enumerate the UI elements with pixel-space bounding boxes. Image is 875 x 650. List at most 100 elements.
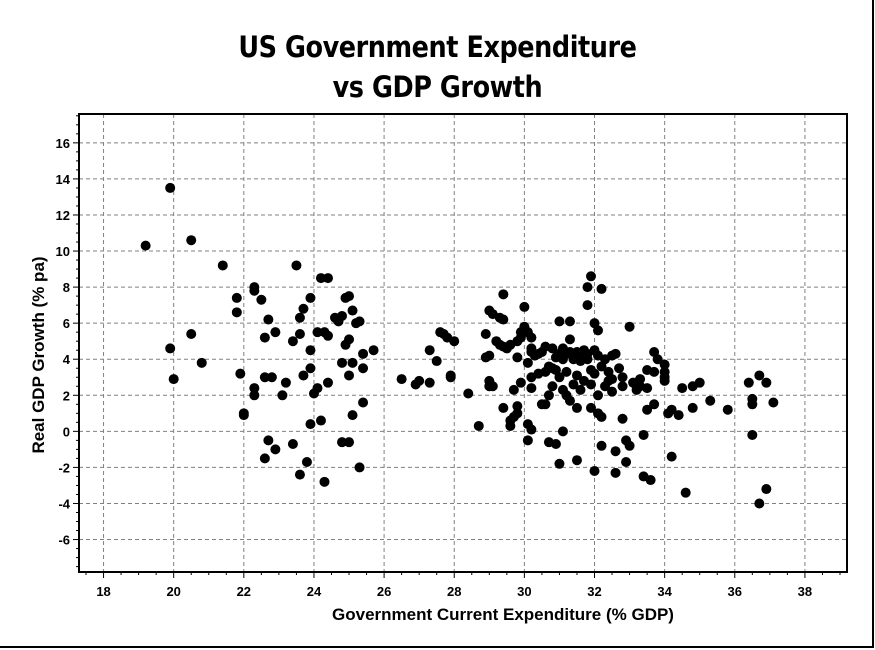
data-point	[249, 383, 260, 394]
data-point	[256, 294, 267, 305]
data-point	[571, 455, 582, 466]
data-point	[649, 399, 660, 410]
data-point	[564, 395, 575, 406]
x-tick-label: 30	[517, 584, 531, 599]
x-tick-label: 34	[657, 584, 672, 599]
data-point	[666, 451, 677, 462]
data-point	[235, 368, 246, 379]
data-point	[617, 372, 628, 383]
data-point	[512, 352, 523, 363]
x-tick-label: 26	[377, 584, 391, 599]
data-point	[396, 374, 407, 385]
data-point	[196, 357, 207, 368]
x-tick-label: 32	[587, 584, 601, 599]
data-point	[635, 374, 646, 385]
data-point	[301, 457, 312, 468]
data-point	[270, 327, 281, 338]
data-point	[294, 312, 305, 323]
data-point	[543, 390, 554, 401]
data-point	[414, 375, 425, 386]
y-tick-label: 6	[63, 316, 70, 331]
y-tick-label: -4	[58, 496, 70, 511]
data-point	[498, 402, 509, 413]
y-axis-label: Real GDP Growth (% pa)	[29, 256, 48, 453]
data-point	[677, 383, 688, 394]
data-point	[761, 484, 772, 495]
data-point	[575, 384, 586, 395]
data-point	[337, 310, 348, 321]
data-point	[596, 411, 607, 422]
data-point	[358, 348, 369, 359]
data-point	[298, 370, 309, 381]
data-point	[607, 386, 618, 397]
data-point	[522, 435, 533, 446]
data-point	[322, 330, 333, 341]
data-point	[614, 363, 625, 374]
data-point	[610, 446, 621, 457]
data-point	[294, 469, 305, 480]
data-point	[312, 383, 323, 394]
data-point	[673, 410, 684, 421]
data-point	[607, 374, 618, 385]
data-point	[761, 377, 772, 388]
data-point	[298, 303, 309, 314]
data-point	[642, 383, 653, 394]
data-point	[368, 345, 379, 356]
data-point	[231, 292, 242, 303]
data-point	[259, 372, 270, 383]
data-point	[768, 397, 779, 408]
y-tick-label: 12	[56, 208, 70, 223]
data-point	[512, 408, 523, 419]
data-point	[344, 291, 355, 302]
data-point	[554, 372, 565, 383]
data-point	[473, 420, 484, 431]
y-tick-label: -6	[58, 533, 70, 548]
data-point	[564, 316, 575, 327]
grid-lines	[79, 114, 847, 572]
x-tick-label: 28	[447, 584, 461, 599]
data-point	[557, 426, 568, 437]
x-axis-label: Government Current Expenditure (% GDP)	[332, 605, 674, 624]
data-point	[582, 300, 593, 311]
data-point	[291, 260, 302, 271]
data-point	[358, 363, 369, 374]
data-point	[322, 273, 333, 284]
data-point	[487, 381, 498, 392]
data-point	[540, 399, 551, 410]
data-point	[610, 467, 621, 478]
data-points	[140, 182, 779, 509]
data-point	[463, 388, 474, 399]
data-point	[165, 343, 176, 354]
data-point	[652, 354, 663, 365]
data-point	[287, 438, 298, 449]
data-point	[554, 458, 565, 469]
data-point	[571, 402, 582, 413]
data-point	[547, 381, 558, 392]
data-point	[322, 377, 333, 388]
data-point	[624, 321, 635, 332]
data-point	[263, 435, 274, 446]
data-point	[263, 314, 274, 325]
data-point	[140, 240, 151, 251]
data-point	[582, 282, 593, 293]
y-tick-label: 4	[63, 352, 71, 367]
chart-title-line-2: vs GDP Growth	[332, 70, 543, 104]
data-point	[515, 377, 526, 388]
data-point	[547, 343, 558, 354]
data-point	[554, 316, 565, 327]
y-tick-label: -2	[58, 460, 70, 475]
data-point	[480, 328, 491, 339]
data-point	[347, 357, 358, 368]
data-point	[231, 307, 242, 318]
y-tick-label: 0	[63, 424, 70, 439]
data-point	[522, 357, 533, 368]
data-point	[512, 401, 523, 412]
data-point	[484, 350, 495, 361]
data-point	[249, 285, 260, 296]
data-point	[287, 336, 298, 347]
data-point	[649, 366, 660, 377]
data-point	[217, 260, 228, 271]
x-axis-ticks: 18 20 22 24 26 28 30 32 34 36 38	[96, 572, 812, 599]
data-point	[319, 476, 330, 487]
data-point	[586, 402, 596, 413]
